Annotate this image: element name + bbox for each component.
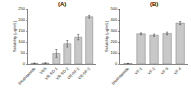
svg-text:Solubility (μg/mL): Solubility (μg/mL)	[12, 20, 17, 52]
svg-text:0: 0	[115, 61, 118, 66]
svg-text:Bicalutamide: Bicalutamide	[17, 65, 37, 85]
svg-text:Bicalutamide: Bicalutamide	[110, 65, 130, 85]
svg-text:(A): (A)	[58, 1, 66, 7]
svg-text:500: 500	[111, 6, 118, 11]
svg-text:VF-2: VF-2	[147, 65, 157, 75]
svg-text:VF-3: VF-3	[160, 65, 170, 75]
svg-text:VF-4: VF-4	[173, 65, 183, 75]
svg-text:VBS: VBS	[38, 66, 47, 75]
svg-text:(B): (B)	[150, 1, 158, 7]
svg-text:100: 100	[18, 39, 25, 44]
svg-text:150: 150	[18, 28, 25, 33]
svg-text:200: 200	[18, 17, 25, 22]
svg-text:50: 50	[21, 50, 26, 55]
svg-text:400: 400	[111, 17, 118, 22]
svg-text:250: 250	[18, 6, 25, 11]
svg-text:VR-SD-1: VR-SD-1	[44, 65, 59, 80]
svg-text:VR-SF-2: VR-SF-2	[77, 65, 92, 80]
svg-text:0: 0	[23, 61, 26, 66]
svg-text:VR-SD-2: VR-SD-2	[55, 65, 70, 80]
svg-text:200: 200	[111, 39, 118, 44]
svg-text:VF-1: VF-1	[133, 65, 143, 75]
svg-text:VR-SF-1: VR-SF-1	[66, 65, 81, 80]
svg-text:300: 300	[111, 28, 118, 33]
svg-text:Solubility (μg/mL): Solubility (μg/mL)	[104, 20, 109, 52]
svg-text:100: 100	[111, 50, 118, 55]
